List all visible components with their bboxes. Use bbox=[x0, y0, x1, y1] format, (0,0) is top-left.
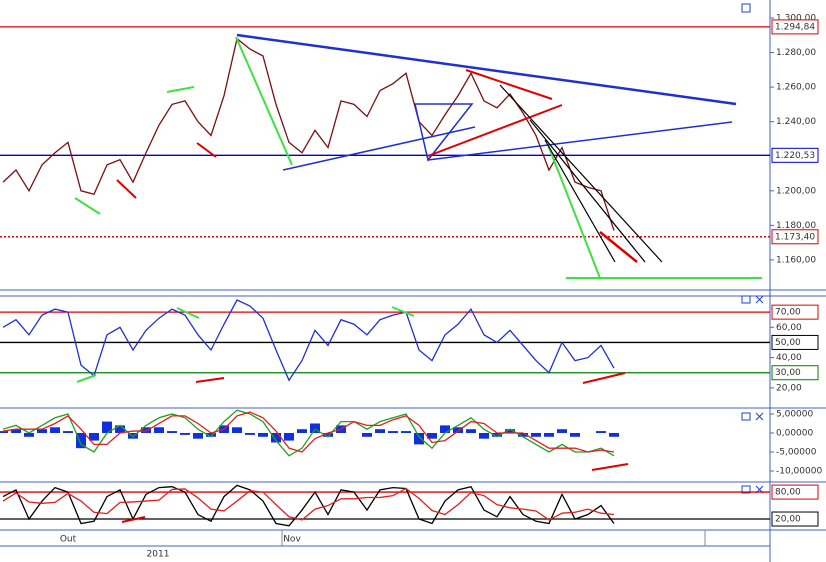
histogram-bar bbox=[76, 432, 86, 449]
histogram-bar bbox=[596, 431, 606, 433]
histogram-bar bbox=[128, 432, 138, 439]
histogram-bar bbox=[414, 432, 424, 445]
histogram-bar bbox=[570, 432, 580, 437]
year-label: 2011 bbox=[147, 550, 170, 560]
histogram-bar bbox=[154, 427, 164, 433]
histogram-bar bbox=[609, 432, 619, 437]
level-label: 50,00 bbox=[775, 338, 801, 348]
histogram-bar bbox=[37, 429, 47, 433]
histogram-bar bbox=[375, 429, 385, 433]
window-icons[interactable] bbox=[741, 3, 764, 494]
histogram-bar bbox=[206, 432, 216, 437]
y-tick-label: 1.180,00 bbox=[776, 221, 816, 231]
histogram-bar bbox=[492, 432, 502, 437]
series-line bbox=[2, 487, 615, 521]
y-tick-label: 1.260,00 bbox=[776, 83, 816, 93]
level-box bbox=[771, 147, 819, 163]
level-label: 30,00 bbox=[775, 368, 801, 378]
y-tick-label: -10,00000 bbox=[776, 466, 822, 476]
y-tick-label: -5,00000 bbox=[776, 447, 817, 457]
x-label: Out bbox=[60, 535, 77, 545]
level-box bbox=[771, 229, 819, 245]
level-label: 70,00 bbox=[775, 308, 801, 318]
series-line bbox=[2, 484, 615, 527]
histogram-bar bbox=[323, 432, 333, 437]
y-tick-label: 20,00 bbox=[776, 383, 802, 393]
histogram-bar bbox=[297, 429, 307, 433]
series-line bbox=[2, 409, 615, 457]
histogram-bar bbox=[63, 431, 73, 433]
histogram-bar bbox=[544, 432, 554, 437]
histogram-bar bbox=[466, 429, 476, 433]
level-box bbox=[771, 334, 819, 350]
histogram-bar bbox=[271, 432, 281, 443]
histogram-bar bbox=[479, 432, 489, 439]
y-tick-label: 1.240,00 bbox=[776, 117, 816, 127]
series-line bbox=[2, 299, 615, 382]
histogram-bar bbox=[427, 432, 437, 439]
level-label: 1.294,84 bbox=[775, 22, 815, 32]
trend-lines bbox=[74, 33, 762, 523]
y-tick-label: 1.160,00 bbox=[776, 255, 816, 265]
histogram-bar bbox=[89, 432, 99, 441]
y-tick-label: 1.300,00 bbox=[776, 13, 816, 23]
level-box bbox=[771, 304, 819, 320]
histogram-bar bbox=[310, 423, 320, 433]
histogram-bar bbox=[453, 427, 463, 433]
histogram-bar bbox=[401, 431, 411, 433]
histogram-bar bbox=[245, 432, 255, 435]
histogram-bar bbox=[11, 429, 21, 433]
histogram-bar bbox=[557, 429, 567, 433]
y-tick-label: 5,00000 bbox=[776, 409, 813, 419]
level-box bbox=[771, 484, 819, 500]
histogram-bar bbox=[24, 432, 34, 437]
y-tick-label: 1.200,00 bbox=[776, 186, 816, 196]
histogram-bar bbox=[531, 432, 541, 437]
level-box bbox=[771, 365, 819, 381]
level-box bbox=[771, 19, 819, 35]
histogram-bar bbox=[141, 427, 151, 433]
histogram-bar bbox=[115, 425, 125, 433]
series-line bbox=[2, 37, 615, 231]
x-label: Nov bbox=[283, 535, 301, 545]
histogram-bar bbox=[505, 429, 515, 433]
level-label: 1.173,40 bbox=[775, 232, 815, 242]
y-tick-label: 40,00 bbox=[776, 353, 802, 363]
histogram-bar bbox=[440, 425, 450, 433]
histogram-bar bbox=[50, 427, 60, 433]
histogram-bar bbox=[180, 432, 190, 435]
histogram-bar bbox=[284, 432, 294, 441]
histogram-bar bbox=[232, 427, 242, 433]
level-label: 80,00 bbox=[775, 488, 801, 498]
histogram-bar bbox=[258, 432, 268, 437]
histogram-bar bbox=[388, 431, 398, 433]
y-tick-label: 0,00000 bbox=[776, 428, 813, 438]
histogram-bar bbox=[518, 432, 528, 437]
y-tick-label: 60,00 bbox=[776, 323, 802, 333]
level-label: 1.220,53 bbox=[775, 151, 815, 161]
histogram-bar bbox=[0, 431, 8, 433]
histogram-bar bbox=[167, 431, 177, 433]
histogram-bar bbox=[362, 432, 372, 437]
y-tick-label: 1.280,00 bbox=[776, 48, 816, 58]
histogram-bar bbox=[102, 421, 112, 433]
histogram-bar bbox=[193, 432, 203, 439]
level-box bbox=[771, 511, 819, 527]
level-label: 20,00 bbox=[775, 515, 801, 525]
series-line bbox=[2, 411, 615, 453]
